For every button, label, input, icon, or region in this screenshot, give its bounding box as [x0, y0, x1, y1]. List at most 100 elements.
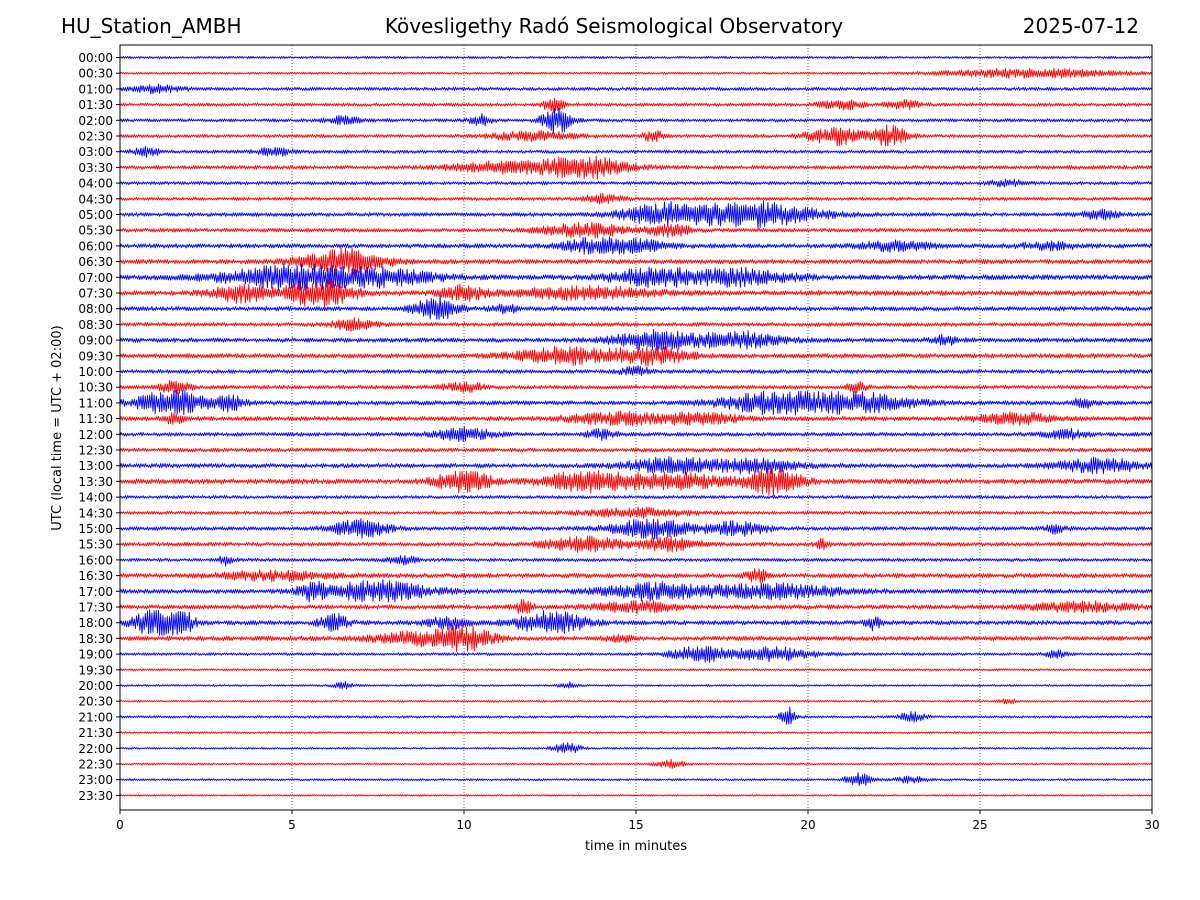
trace-2130: [119, 731, 1153, 735]
y-tick-label: 14:30: [78, 506, 113, 520]
trace-0700: [119, 263, 1153, 291]
trace-0830: [119, 317, 1153, 332]
y-tick-label: 01:30: [78, 98, 113, 112]
y-tick-label: 22:30: [78, 758, 113, 772]
y-tick-label: 14:00: [78, 491, 113, 505]
trace-lines: [119, 55, 1153, 797]
trace-0400: [119, 178, 1153, 188]
y-tick-label: 11:00: [78, 396, 113, 410]
trace-2000: [119, 681, 1153, 690]
y-tick-label: 08:30: [78, 318, 113, 332]
trace-2100: [119, 706, 1153, 725]
trace-0300: [119, 145, 1153, 158]
trace-1600: [119, 555, 1153, 567]
y-tick-label: 20:30: [78, 695, 113, 709]
y-tick-label: 17:00: [78, 585, 113, 599]
y-tick-label: 04:30: [78, 192, 113, 206]
x-tick-label: 0: [116, 818, 124, 832]
y-tick-label: 22:00: [78, 742, 113, 756]
trace-0100: [119, 83, 1153, 95]
y-tick-label: 06:00: [78, 239, 113, 253]
y-tick-label: 10:00: [78, 365, 113, 379]
trace-0600: [119, 236, 1153, 255]
station-title: HU_Station_AMBH: [61, 14, 242, 38]
y-tick-label: 15:00: [78, 522, 113, 536]
y-tick-label: 09:30: [78, 349, 113, 363]
y-tick-label: 08:00: [78, 302, 113, 316]
y-tick-label: 20:00: [78, 679, 113, 693]
trace-1430: [119, 506, 1153, 519]
y-tick-label: 11:30: [78, 412, 113, 426]
x-tick-label: 5: [288, 818, 296, 832]
x-tick-labels: 0 5 10 15 20 25 30: [116, 810, 1160, 832]
y-tick-label: 13:30: [78, 475, 113, 489]
trace-0630: [119, 247, 1153, 276]
trace-0530: [119, 221, 1153, 239]
y-tick-label: 19:00: [78, 648, 113, 662]
x-tick-label: 20: [800, 818, 815, 832]
y-tick-label: 05:30: [78, 224, 113, 238]
trace-1100: [119, 389, 1153, 416]
y-tick-label: 07:00: [78, 271, 113, 285]
trace-0230: [119, 124, 1153, 147]
y-tick-label: 01:00: [78, 82, 113, 96]
trace-1900: [119, 645, 1153, 663]
y-tick-label: 02:00: [78, 114, 113, 128]
trace-0500: [119, 200, 1153, 229]
date-title: 2025-07-12: [1022, 14, 1139, 38]
trace-1930: [119, 668, 1153, 672]
y-tick-label: 03:30: [78, 161, 113, 175]
y-tick-label: 15:30: [78, 538, 113, 552]
trace-1230: [119, 447, 1153, 453]
y-tick-label: 18:30: [78, 632, 113, 646]
vertical-grid: [291, 45, 981, 810]
y-tick-label: 00:30: [78, 67, 113, 81]
trace-2200: [119, 742, 1153, 754]
y-tick-label: 18:00: [78, 616, 113, 630]
y-tick-label: 21:30: [78, 726, 113, 740]
y-tick-label: 12:00: [78, 428, 113, 442]
trace-0930: [119, 345, 1153, 367]
y-tick-label: 02:30: [78, 130, 113, 144]
y-tick-label: 16:00: [78, 553, 113, 567]
y-tick-label: 16:30: [78, 569, 113, 583]
x-tick-label: 10: [456, 818, 471, 832]
x-tick-label: 25: [972, 818, 987, 832]
y-tick-label: 07:30: [78, 287, 113, 301]
y-tick-label: 23:00: [78, 773, 113, 787]
trace-0130: [119, 97, 1153, 114]
x-tick-label: 30: [1144, 818, 1159, 832]
trace-2230: [119, 758, 1153, 769]
trace-1200: [119, 426, 1153, 442]
trace-1000: [119, 365, 1153, 377]
observatory-title: Kövesligethy Radó Seismological Observat…: [384, 14, 844, 38]
trace-1500: [119, 518, 1153, 540]
y-tick-label: 05:00: [78, 208, 113, 222]
trace-1830: [119, 624, 1153, 653]
y-tick-label: 23:30: [78, 789, 113, 803]
x-tick-label: 15: [628, 818, 643, 832]
y-tick-label: 19:30: [78, 663, 113, 677]
trace-1300: [119, 455, 1153, 476]
trace-0800: [119, 295, 1153, 320]
trace-0430: [119, 192, 1153, 205]
trace-1400: [119, 495, 1153, 500]
y-axis-label: UTC (local time = UTC + 02:00): [50, 325, 65, 530]
trace-0200: [119, 107, 1153, 135]
y-tick-label: 00:00: [78, 51, 113, 65]
trace-0000: [119, 55, 1153, 60]
trace-1730: [119, 599, 1153, 615]
trace-1330: [119, 467, 1153, 497]
trace-1030: [119, 379, 1153, 395]
trace-1700: [119, 579, 1153, 603]
trace-1130: [119, 410, 1153, 427]
trace-2300: [119, 772, 1153, 787]
trace-0900: [119, 328, 1153, 351]
y-tick-label: 13:00: [78, 459, 113, 473]
trace-2330: [119, 794, 1153, 797]
x-axis-label: time in minutes: [585, 839, 687, 854]
y-tick-label: 03:00: [78, 145, 113, 159]
